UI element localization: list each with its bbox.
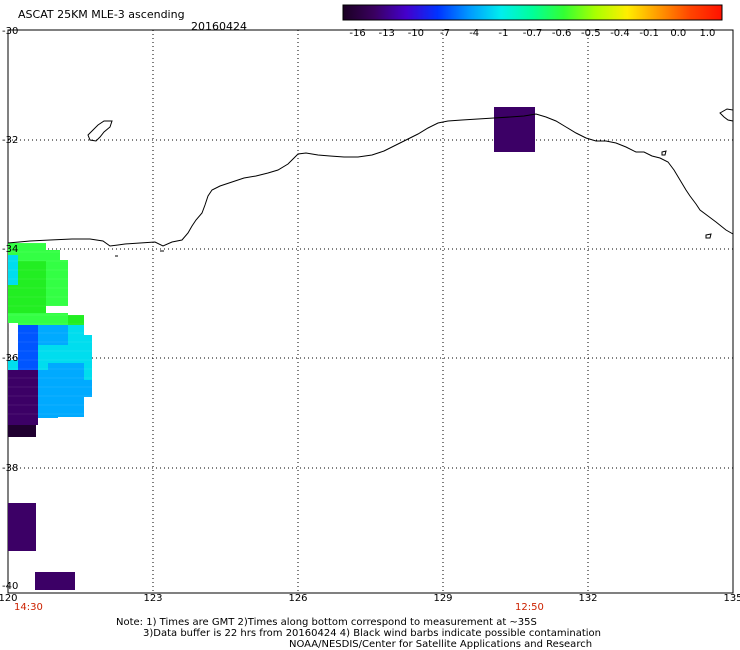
colorbar-labels: -16 -13 -10 -7 -4 -1 -0.7 -0.6 -0.5 -0.4 -0.1 0.0 1.… xyxy=(349,28,715,39)
lon-label: 135 xyxy=(723,593,740,604)
lon-label: 126 xyxy=(288,593,307,604)
colorbar-label: -0.5 xyxy=(581,28,601,39)
colorbar-label: -0.6 xyxy=(552,28,572,39)
map-frame xyxy=(7,29,734,594)
colorbar xyxy=(342,4,723,21)
colorbar-label: -16 xyxy=(349,28,365,39)
lon-label: 123 xyxy=(143,593,162,604)
lat-label: -40 xyxy=(2,581,18,592)
product-title: ASCAT 25KM MLE-3 ascending xyxy=(18,8,185,21)
product-date: 20160424 xyxy=(191,20,247,33)
wind-cell xyxy=(58,397,84,417)
lon-label: 120 xyxy=(0,593,18,604)
wind-swath xyxy=(8,107,535,590)
wind-cell xyxy=(38,370,58,418)
coastline xyxy=(7,108,734,257)
wind-cell xyxy=(18,325,38,370)
colorbar-label: -0.7 xyxy=(523,28,543,39)
wind-cell xyxy=(8,255,18,285)
lat-label: -32 xyxy=(2,135,18,146)
longitude-labels: 120 123 126 129 132 135 xyxy=(0,593,740,604)
colorbar-label: -0.4 xyxy=(610,28,630,39)
wind-cell xyxy=(68,315,84,325)
lat-label: -30 xyxy=(2,26,18,37)
note-line-3: NOAA/NESDIS/Center for Satellite Applica… xyxy=(289,639,592,650)
wind-cell xyxy=(35,572,75,590)
wind-cell xyxy=(18,315,68,325)
wind-cell xyxy=(494,107,535,152)
note-line-1: Note: 1) Times are GMT 2)Times along bot… xyxy=(116,617,537,628)
wind-cell xyxy=(68,325,84,335)
lat-label: -38 xyxy=(2,463,18,474)
colorbar-label: -4 xyxy=(469,28,479,39)
note-line-2: 3)Data buffer is 22 hrs from 20160424 4)… xyxy=(143,628,601,639)
colorbar-label: 0.0 xyxy=(670,28,686,39)
pass-time-left: 14:30 xyxy=(14,602,43,613)
graticule xyxy=(8,30,733,593)
lat-label: -36 xyxy=(2,353,18,364)
colorbar-label: -10 xyxy=(408,28,424,39)
wind-cell xyxy=(8,425,36,437)
lat-label: -34 xyxy=(2,244,18,255)
wind-cell xyxy=(46,250,60,260)
wind-cell xyxy=(8,503,36,551)
colorbar-label: -0.1 xyxy=(639,28,659,39)
lon-label: 129 xyxy=(433,593,452,604)
colorbar-label: -13 xyxy=(379,28,395,39)
colorbar-label: -7 xyxy=(440,28,450,39)
lon-label: 132 xyxy=(578,593,597,604)
colorbar-gradient xyxy=(342,4,723,21)
wind-cell xyxy=(84,340,92,380)
wind-cell xyxy=(8,360,18,372)
latitude-labels: -30 -32 -34 -36 -38 -40 xyxy=(2,26,18,592)
colorbar-label: 1.0 xyxy=(699,28,715,39)
wind-cell xyxy=(46,260,68,306)
colorbar-label: -1 xyxy=(498,28,508,39)
wind-cell xyxy=(38,325,68,345)
wind-cell xyxy=(8,370,38,425)
pass-time-right: 12:50 xyxy=(515,602,544,613)
